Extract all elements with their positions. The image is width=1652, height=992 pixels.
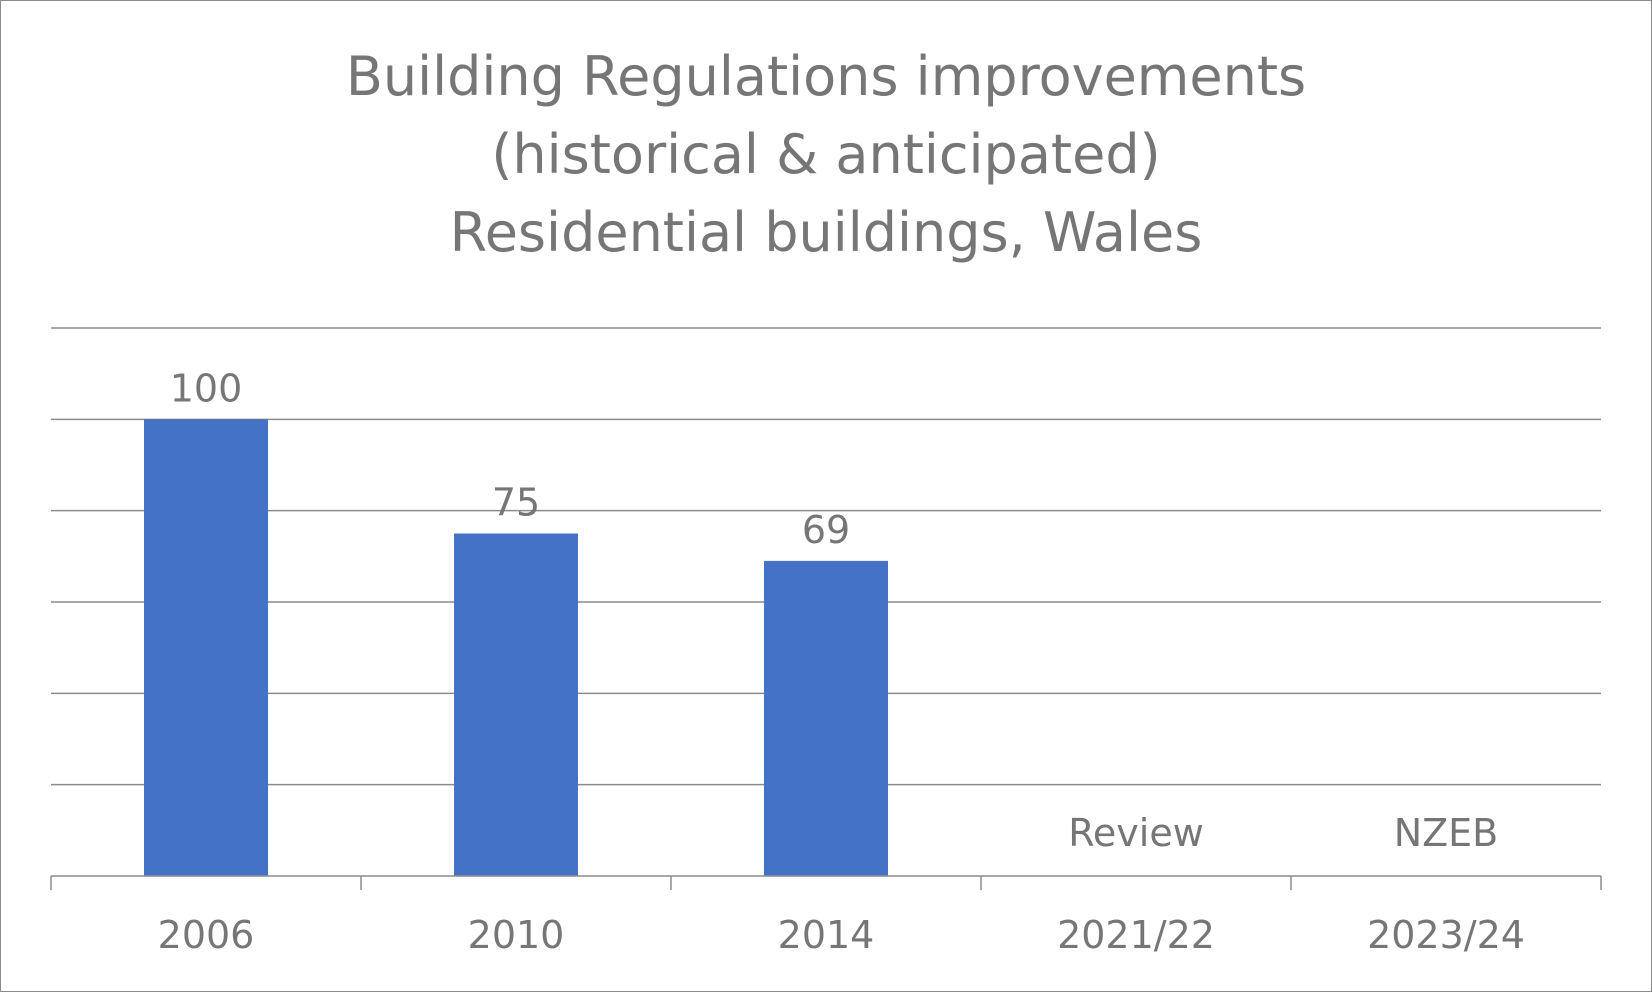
data-label-2010: 75: [492, 481, 540, 525]
bar-2006: [144, 419, 268, 876]
data-label-2023/24: NZEB: [1394, 811, 1499, 855]
bar-2014: [764, 560, 888, 876]
data-label-2014: 69: [802, 508, 850, 552]
category-label-2010: 2010: [468, 913, 565, 957]
chart-title-line-2: (historical & anticipated): [491, 123, 1161, 186]
data-label-2021/22: Review: [1068, 811, 1204, 855]
data-labels: 100 75 69 Review NZEB: [170, 366, 1499, 855]
chart-title: Building Regulations improvements (histo…: [0, 38, 1652, 272]
bars: [144, 419, 888, 876]
category-labels: 2006 2010 2014 2021/22 2023/24: [158, 913, 1525, 957]
bar-2010: [454, 533, 578, 876]
category-label-2023/24: 2023/24: [1367, 913, 1525, 957]
chart-title-line-1: Building Regulations improvements: [345, 45, 1307, 108]
category-label-2014: 2014: [778, 913, 875, 957]
x-axis: [50, 875, 1602, 890]
chart-title-line-3: Residential buildings, Wales: [449, 201, 1203, 264]
data-label-2006: 100: [170, 366, 243, 410]
category-label-2006: 2006: [158, 913, 255, 957]
category-label-2021/22: 2021/22: [1057, 913, 1215, 957]
